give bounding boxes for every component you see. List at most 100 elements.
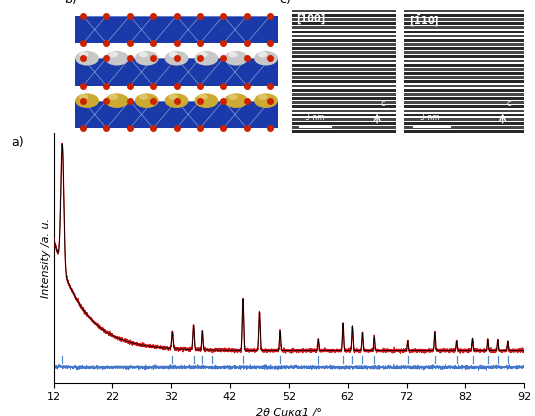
Bar	[75, 16, 278, 43]
Circle shape	[228, 52, 238, 57]
Text: c: c	[506, 99, 511, 108]
Circle shape	[254, 93, 278, 108]
Bar	[404, 80, 524, 83]
Bar	[292, 118, 396, 121]
Circle shape	[198, 52, 208, 57]
Circle shape	[135, 93, 158, 108]
Bar	[404, 122, 524, 125]
Bar	[404, 101, 524, 104]
Bar	[404, 10, 524, 12]
Circle shape	[79, 94, 88, 100]
Bar	[404, 114, 524, 116]
Bar	[292, 18, 396, 21]
Text: 3 nm: 3 nm	[419, 113, 439, 122]
Bar	[404, 89, 524, 92]
Bar	[404, 39, 524, 42]
Bar	[292, 22, 396, 25]
Bar	[404, 97, 524, 100]
Text: 3 nm: 3 nm	[305, 113, 325, 122]
Circle shape	[165, 93, 188, 108]
Bar	[404, 72, 524, 75]
Circle shape	[79, 52, 88, 57]
Circle shape	[139, 94, 148, 100]
Bar	[292, 59, 396, 62]
Circle shape	[198, 94, 208, 100]
Bar	[404, 118, 524, 121]
Bar	[292, 122, 396, 125]
Circle shape	[254, 51, 278, 66]
Y-axis label: Intensity /a. u.: Intensity /a. u.	[41, 218, 51, 298]
Bar	[404, 59, 524, 62]
Circle shape	[224, 93, 248, 108]
Bar	[292, 101, 396, 104]
Bar	[292, 89, 396, 92]
Bar	[292, 130, 396, 133]
X-axis label: 2θ Cuκα1 /°: 2θ Cuκα1 /°	[256, 408, 322, 416]
Bar	[292, 26, 396, 29]
Bar	[404, 35, 524, 37]
Bar	[292, 35, 396, 37]
Bar	[404, 109, 524, 112]
Bar	[292, 80, 396, 83]
Bar	[404, 64, 524, 67]
Circle shape	[105, 93, 129, 108]
Text: c: c	[380, 99, 385, 108]
Bar	[404, 76, 524, 79]
Bar	[292, 55, 396, 58]
Circle shape	[195, 93, 218, 108]
Bar	[404, 51, 524, 54]
Circle shape	[105, 51, 129, 66]
Circle shape	[109, 52, 118, 57]
Bar	[404, 30, 524, 33]
Bar	[292, 93, 396, 96]
Bar	[292, 47, 396, 50]
Text: b): b)	[65, 0, 78, 6]
Bar	[404, 68, 524, 71]
Circle shape	[169, 52, 178, 57]
Bar	[292, 84, 396, 87]
Circle shape	[169, 94, 178, 100]
Bar	[404, 43, 524, 46]
Bar	[404, 93, 524, 96]
Bar	[404, 14, 524, 17]
Circle shape	[75, 93, 99, 108]
Text: [100]: [100]	[296, 13, 325, 24]
Bar	[292, 51, 396, 54]
Circle shape	[258, 52, 268, 57]
Bar	[292, 39, 396, 42]
Bar	[404, 84, 524, 87]
Bar	[75, 58, 278, 86]
Bar	[404, 105, 524, 108]
Bar	[292, 43, 396, 46]
Circle shape	[224, 51, 248, 66]
Bar	[404, 26, 524, 29]
Bar	[404, 47, 524, 50]
Circle shape	[258, 94, 268, 100]
Bar	[292, 68, 396, 71]
Bar	[75, 101, 278, 128]
Bar	[292, 109, 396, 112]
Bar	[292, 126, 396, 129]
Text: a): a)	[11, 136, 24, 149]
Text: [$\mathregular{\bar{1}}$10]: [$\mathregular{\bar{1}}$10]	[409, 13, 439, 30]
Text: c): c)	[279, 0, 292, 6]
Bar	[292, 10, 396, 12]
Bar	[292, 14, 396, 17]
Bar	[404, 22, 524, 25]
Bar	[292, 30, 396, 33]
Bar	[292, 97, 396, 100]
Circle shape	[139, 52, 148, 57]
Circle shape	[195, 51, 218, 66]
Bar	[292, 114, 396, 116]
Circle shape	[228, 94, 238, 100]
Bar	[404, 126, 524, 129]
Circle shape	[75, 51, 99, 66]
Bar	[404, 18, 524, 21]
Circle shape	[135, 51, 158, 66]
Bar	[404, 130, 524, 133]
Circle shape	[109, 94, 118, 100]
Bar	[292, 105, 396, 108]
Bar	[292, 76, 396, 79]
Circle shape	[165, 51, 188, 66]
Bar	[292, 64, 396, 67]
